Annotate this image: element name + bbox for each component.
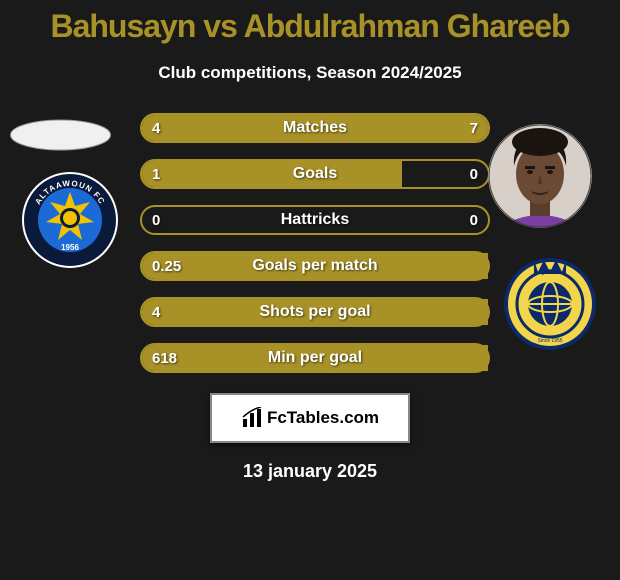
- stat-label: Shots per goal: [142, 299, 488, 325]
- stat-value-left: 0.25: [142, 253, 191, 279]
- stat-value-left: 1: [142, 161, 170, 187]
- svg-text:Since 1955: Since 1955: [537, 338, 562, 344]
- svg-text:1956: 1956: [61, 243, 79, 252]
- stat-value-left: 0: [142, 207, 170, 233]
- fctables-watermark: FcTables.com: [210, 393, 410, 443]
- stat-row: Matches4 7: [140, 113, 490, 143]
- player1-club-badge: ALTAAWOUN FC 1956: [20, 170, 120, 270]
- player2-avatar: [488, 124, 592, 228]
- stat-label: Matches: [142, 115, 488, 141]
- player1-avatar: [8, 118, 113, 152]
- stat-value-right: 0: [460, 161, 488, 187]
- stat-row: Goals1 0: [140, 159, 490, 189]
- stat-label: Min per goal: [142, 345, 488, 371]
- fctables-label: FcTables.com: [267, 408, 379, 428]
- stat-label: Goals per match: [142, 253, 488, 279]
- chart-icon: [241, 407, 263, 429]
- player2-club-badge: النصر Since 1955: [500, 252, 600, 352]
- stat-row: Shots per goal4: [140, 297, 490, 327]
- stat-label: Hattricks: [142, 207, 488, 233]
- stat-value-left: 618: [142, 345, 187, 371]
- date-label: 13 january 2025: [0, 461, 620, 482]
- stat-value-right: 0: [460, 207, 488, 233]
- subtitle: Club competitions, Season 2024/2025: [0, 63, 620, 83]
- stat-label: Goals: [142, 161, 488, 187]
- stat-value-left: 4: [142, 299, 170, 325]
- stat-row: Hattricks0 0: [140, 205, 490, 235]
- stat-value-right: 7: [460, 115, 488, 141]
- stat-value-left: 4: [142, 115, 170, 141]
- stat-row: Goals per match0.25: [140, 251, 490, 281]
- stat-row: Min per goal618: [140, 343, 490, 373]
- page-title: Bahusayn vs Abdulrahman Ghareeb: [0, 0, 620, 45]
